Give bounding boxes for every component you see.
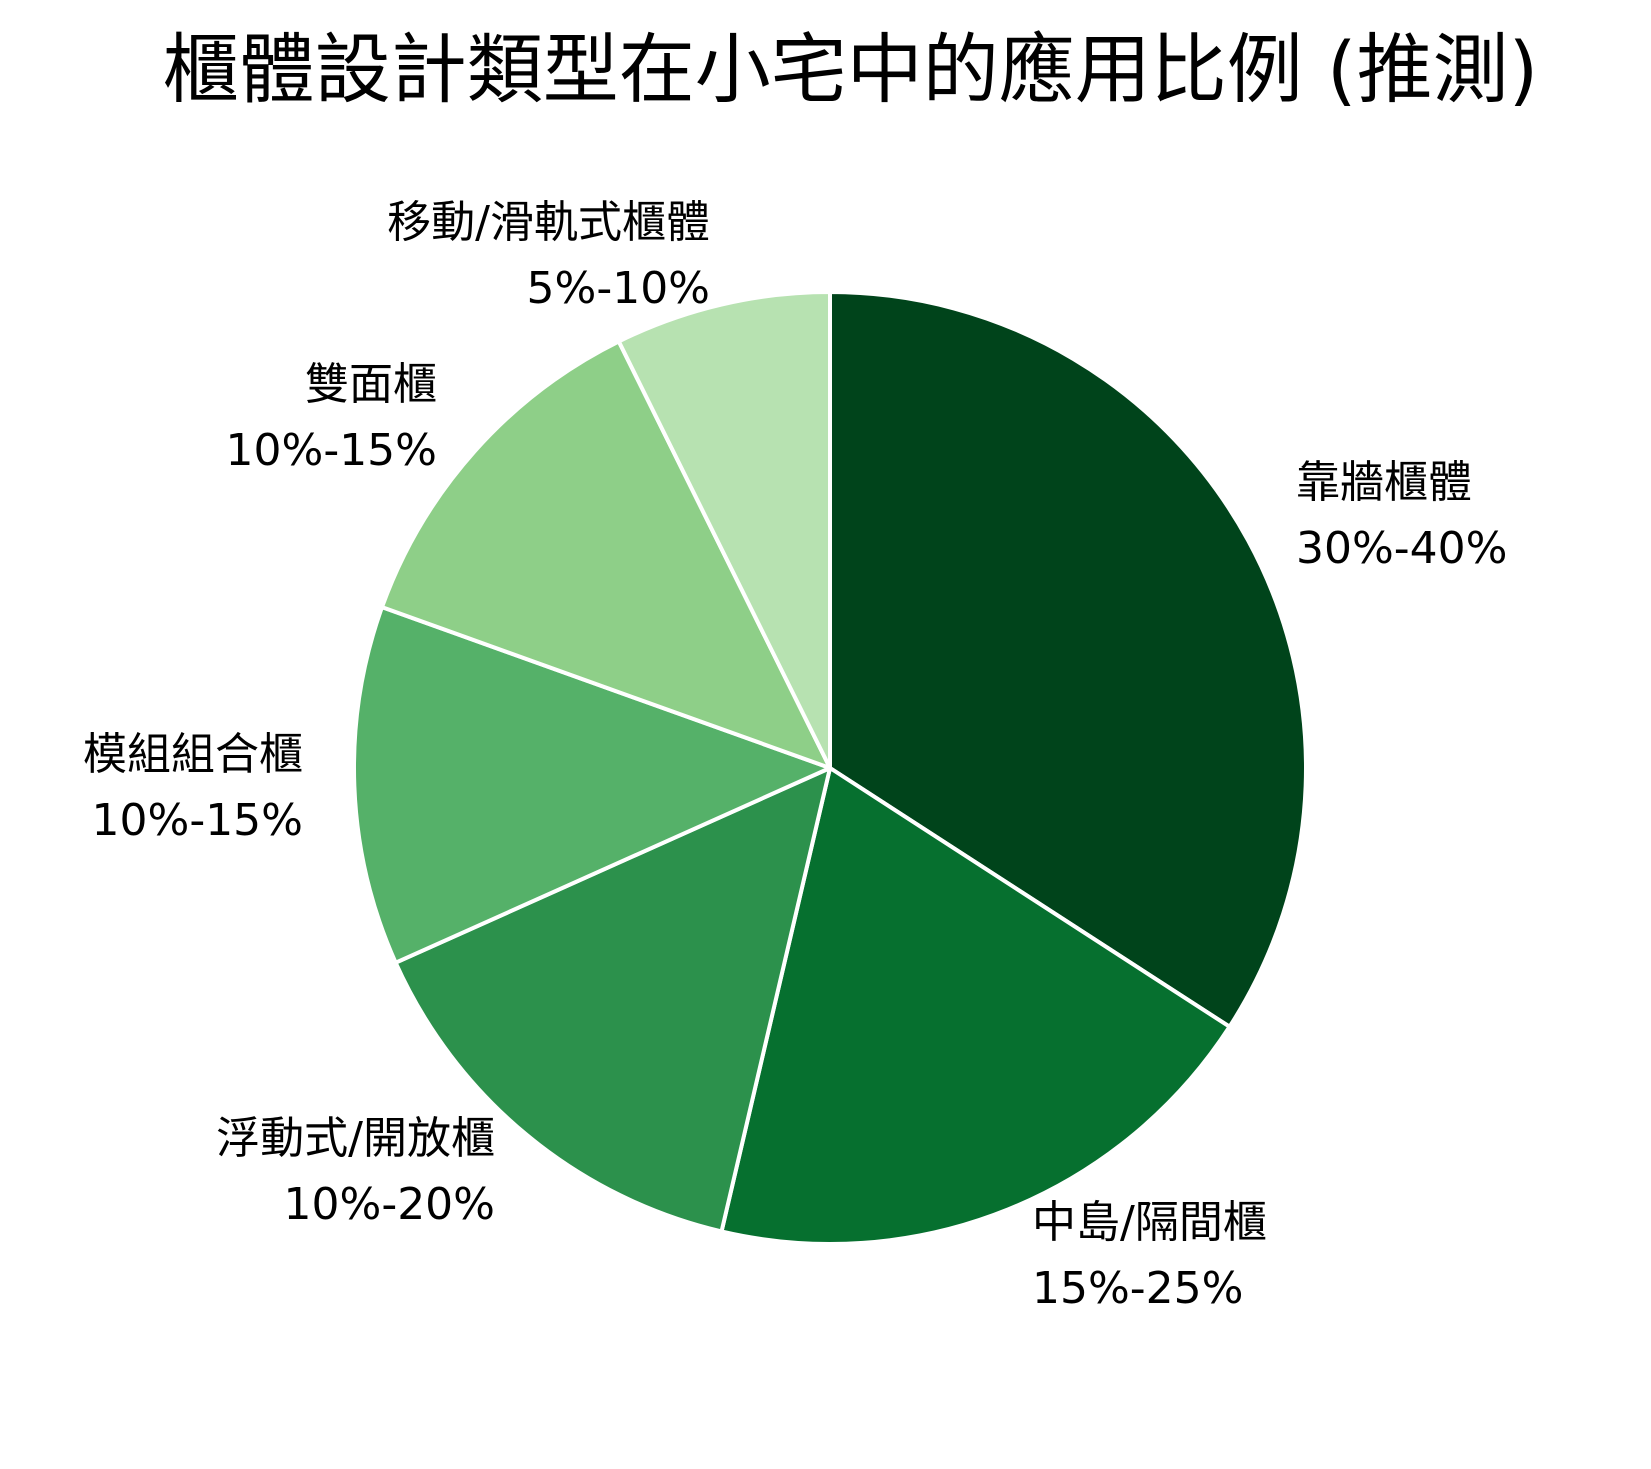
slice-range: 5%-10%: [526, 263, 710, 314]
slice-range: 10%-15%: [225, 425, 437, 476]
label-double-sided: 雙面櫃 10%-15%: [226, 352, 437, 484]
slice-range: 10%-20%: [283, 1179, 495, 1230]
label-mobile-sliding: 移動/滑軌式櫃體 5%-10%: [387, 190, 710, 322]
slice-label: 浮動式/開放櫃: [216, 1113, 495, 1164]
slice-label: 雙面櫃: [305, 359, 437, 410]
pie-slice: [380, 339, 832, 770]
slice-label: 移動/滑軌式櫃體: [387, 197, 710, 248]
slice-label: 中島/隔間櫃: [1032, 1197, 1267, 1248]
slice-range: 30%-40%: [1296, 523, 1508, 574]
slice-label: 模組組合櫃: [83, 729, 303, 780]
pie-slice: [616, 290, 832, 770]
slice-range: 15%-25%: [1032, 1263, 1244, 1314]
label-island-partition: 中島/隔間櫃 15%-25%: [1032, 1190, 1267, 1322]
slice-range: 10%-15%: [91, 795, 303, 846]
chart-title: 櫃體設計類型在小宅中的應用比例 (推測): [162, 25, 1539, 114]
pie-slice: [352, 605, 832, 965]
slice-label: 靠牆櫃體: [1296, 457, 1472, 508]
label-floating-open: 浮動式/開放櫃 10%-20%: [216, 1106, 495, 1238]
pie-slice: [393, 766, 832, 1234]
label-wall-cabinet: 靠牆櫃體 30%-40%: [1296, 450, 1507, 582]
label-modular: 模組組合櫃 10%-15%: [83, 722, 303, 854]
pie-slice: [719, 766, 1232, 1246]
